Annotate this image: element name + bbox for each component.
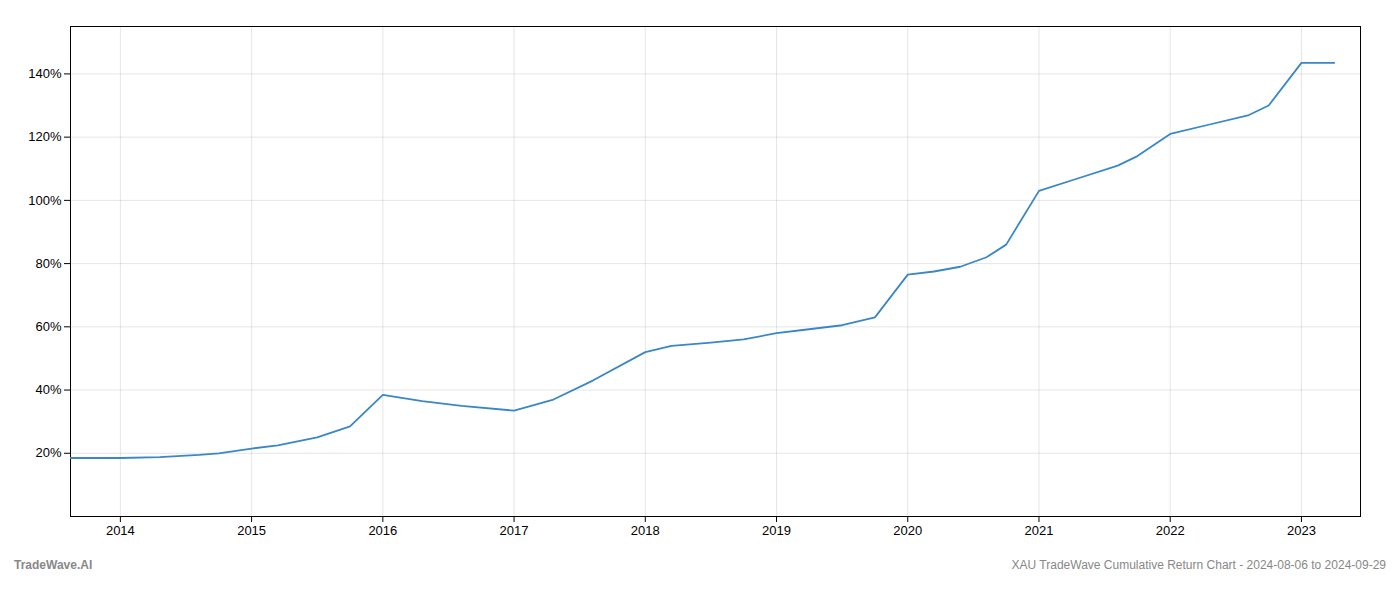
svg-text:40%: 40% — [35, 382, 61, 397]
svg-text:80%: 80% — [35, 256, 61, 271]
svg-text:2020: 2020 — [893, 523, 922, 538]
svg-text:2021: 2021 — [1025, 523, 1054, 538]
svg-text:120%: 120% — [28, 129, 62, 144]
svg-text:2014: 2014 — [106, 523, 135, 538]
svg-text:60%: 60% — [35, 319, 61, 334]
svg-text:2022: 2022 — [1156, 523, 1185, 538]
svg-text:2018: 2018 — [631, 523, 660, 538]
svg-text:2023: 2023 — [1287, 523, 1316, 538]
svg-text:100%: 100% — [28, 193, 62, 208]
svg-text:2016: 2016 — [368, 523, 397, 538]
svg-text:2015: 2015 — [237, 523, 266, 538]
svg-text:2017: 2017 — [500, 523, 529, 538]
html-text:XAU TradeWave Cumulative Retur: XAU TradeWave Cumulative Return Chart - … — [1011, 558, 1386, 572]
svg-text:2019: 2019 — [762, 523, 791, 538]
svg-text:140%: 140% — [28, 66, 62, 81]
svg-text:20%: 20% — [35, 445, 61, 460]
html-text:TradeWave.AI: TradeWave.AI — [14, 558, 93, 572]
